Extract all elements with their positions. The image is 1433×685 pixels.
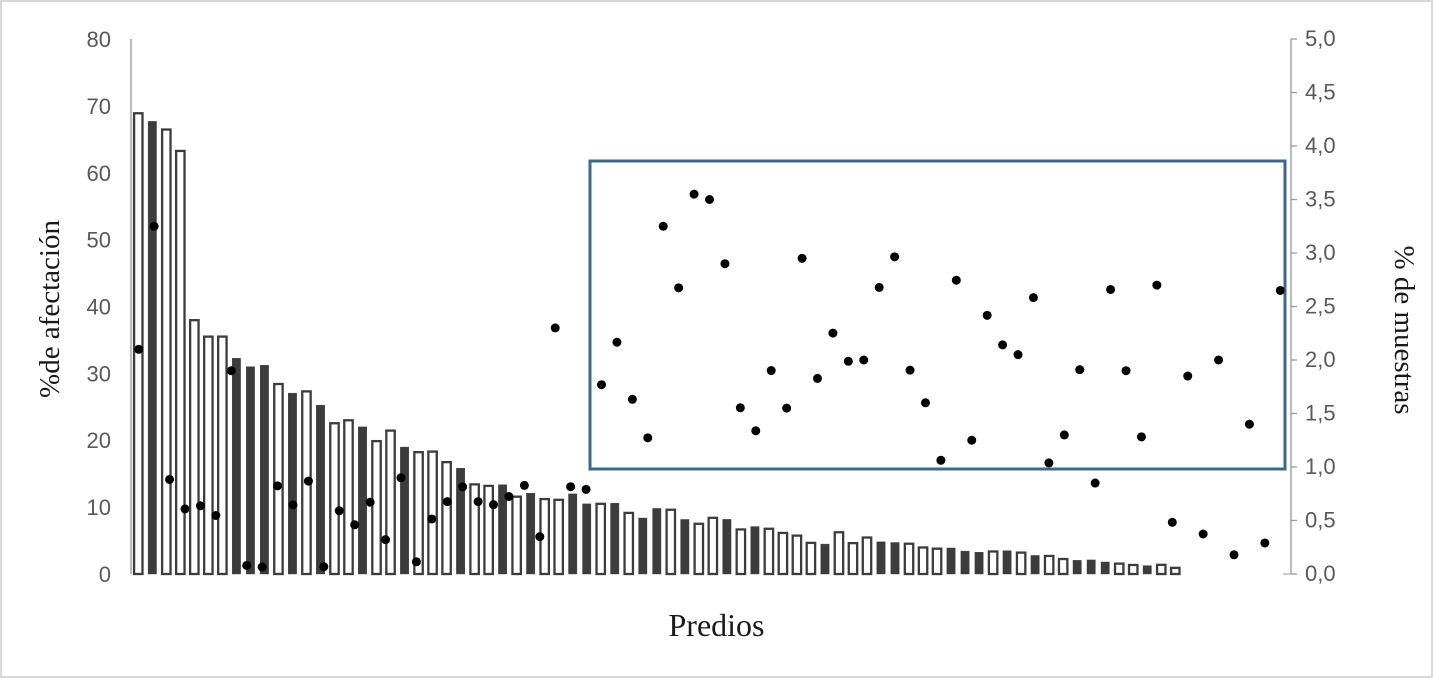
svg-text:5,0: 5,0: [1305, 26, 1336, 51]
svg-text:2,0: 2,0: [1305, 347, 1336, 372]
svg-text:0,5: 0,5: [1305, 508, 1336, 533]
svg-text:60: 60: [87, 161, 111, 186]
svg-text:3,0: 3,0: [1305, 240, 1336, 265]
svg-text:4,5: 4,5: [1305, 80, 1336, 105]
svg-text:30: 30: [87, 361, 111, 386]
svg-text:10: 10: [87, 495, 111, 520]
svg-text:4,0: 4,0: [1305, 133, 1336, 158]
svg-text:1,5: 1,5: [1305, 401, 1336, 426]
svg-text:20: 20: [87, 428, 111, 453]
svg-text:80: 80: [87, 27, 111, 52]
svg-text:70: 70: [87, 94, 111, 119]
svg-text:2,5: 2,5: [1305, 294, 1336, 319]
svg-text:40: 40: [87, 295, 111, 320]
svg-text:0,0: 0,0: [1305, 561, 1336, 586]
svg-text:3,5: 3,5: [1305, 187, 1336, 212]
svg-text:0: 0: [99, 562, 111, 587]
svg-text:50: 50: [87, 228, 111, 253]
svg-text:1,0: 1,0: [1305, 454, 1336, 479]
